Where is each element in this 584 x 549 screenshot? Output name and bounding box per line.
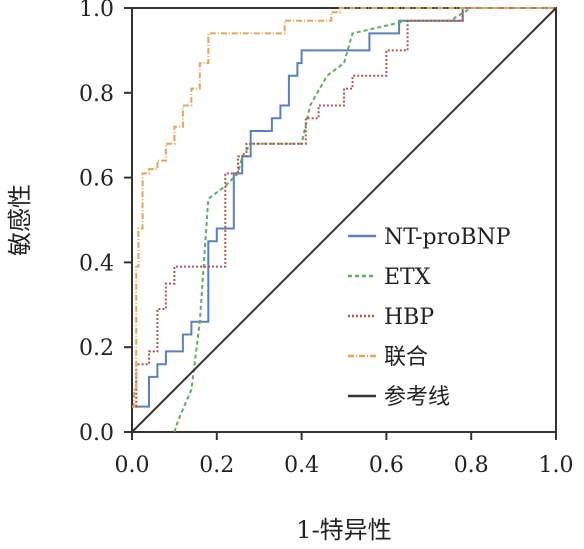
x-tick-label: 0.8	[454, 453, 489, 478]
legend-label-3: 联合	[384, 345, 428, 370]
series-line-4	[131, 7, 557, 433]
x-tick-label: 0.2	[199, 453, 234, 478]
y-tick-label: 0.0	[79, 421, 114, 446]
y-axis-label: 敏感性	[6, 184, 34, 256]
series-layer	[131, 7, 557, 433]
series-line-1	[173, 7, 556, 433]
legend-label-0: NT-proBNP	[384, 225, 511, 250]
x-tick-label: 0.4	[284, 453, 319, 478]
x-tick-label: 0.0	[115, 453, 150, 478]
tick-layer: 0.0 0.2 0.4 0.6 0.8 1.0 0.0 0.2 0.4 0.6 0.8 1.0	[79, 0, 574, 478]
legend-label-2: HBP	[384, 305, 434, 330]
legend-label-1: ETX	[384, 265, 431, 290]
series-line-2	[132, 7, 556, 408]
series-line-0	[132, 7, 556, 408]
legend-label-4: 参考线	[384, 385, 450, 410]
x-axis-label: 1-特异性	[296, 516, 391, 544]
y-tick-label: 0.8	[79, 82, 114, 107]
x-tick-label: 1.0	[539, 453, 574, 478]
series-line-3	[132, 7, 556, 408]
x-tick-label: 0.6	[369, 453, 404, 478]
y-tick-label: 0.6	[79, 167, 114, 192]
y-tick-label: 1.0	[79, 0, 114, 22]
y-tick-label: 0.4	[79, 251, 114, 276]
y-tick-label: 0.2	[79, 336, 114, 361]
